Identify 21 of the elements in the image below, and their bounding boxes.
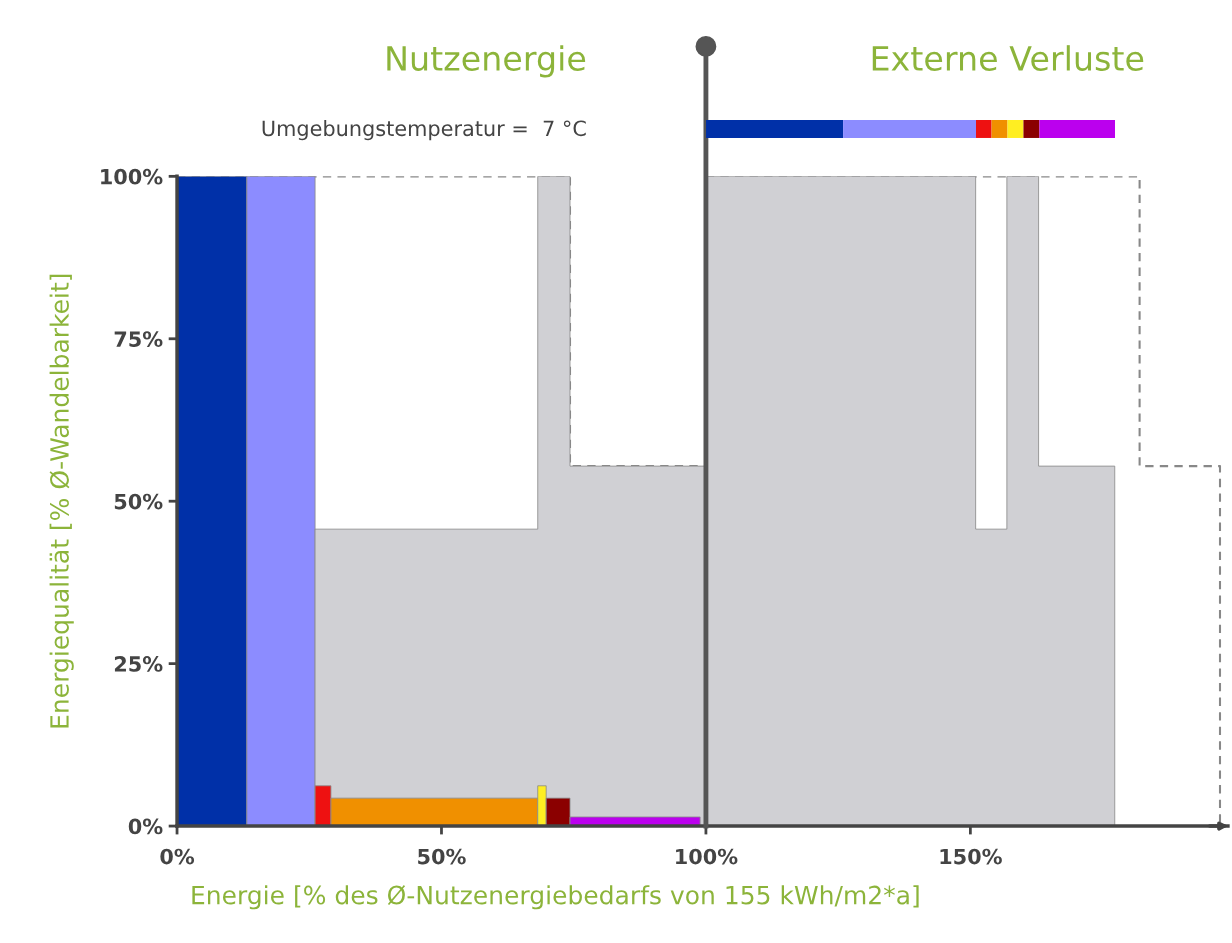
bar (706, 119, 844, 138)
bar (843, 119, 977, 138)
text: Externe Verluste (872, 45, 1144, 71)
y-tick-label: 75% (114, 331, 163, 347)
x-tick-label: 0% (160, 848, 195, 865)
x-tick-label: 150% (940, 848, 1002, 865)
text: Umgebungstemperatur = 7 °C (262, 120, 586, 141)
y-tick-label: 25% (114, 656, 163, 672)
bar (976, 119, 992, 138)
x-tick-label: 50% (418, 848, 466, 865)
bar (1007, 119, 1024, 138)
bar (1039, 119, 1116, 138)
y-tick-label: 50% (114, 493, 163, 510)
x-axis-title: Energie [% des Ø-Nutzenergiebedarfs von 155 kWh/m2*a] (192, 885, 919, 910)
y-tick-label: 0% (128, 818, 163, 835)
bar (1023, 119, 1040, 138)
x-tick-label: 100% (676, 848, 738, 865)
text: Nutzenergie (387, 45, 586, 78)
y-axis-title: Energiequalität [% Ø-Wandelbarkeit] (49, 274, 74, 728)
bar (991, 119, 1008, 138)
y-tick-label: 100% (101, 168, 163, 185)
